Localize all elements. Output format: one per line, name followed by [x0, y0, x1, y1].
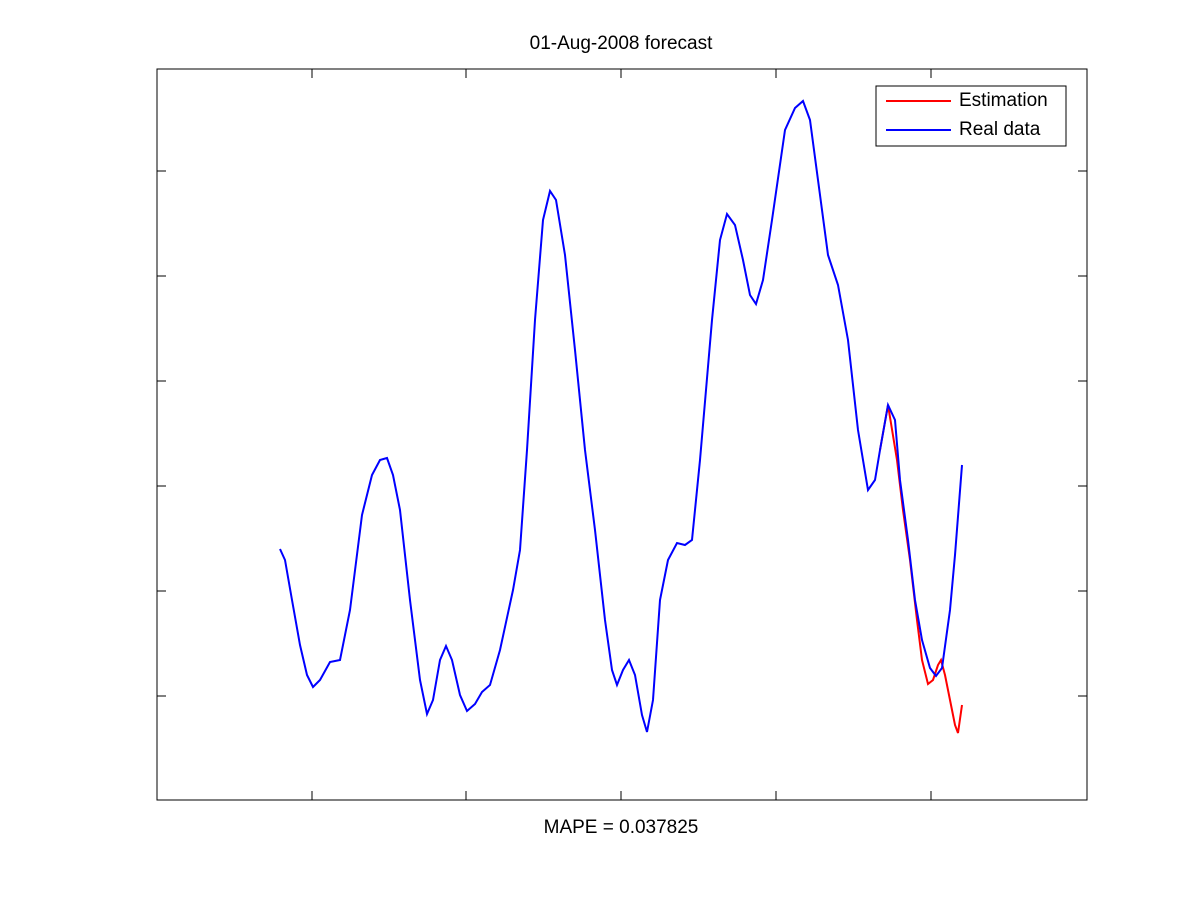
series-line — [279, 99, 963, 733]
chart-title: 01-Aug-2008 forecast — [530, 33, 713, 54]
axes-box — [156, 68, 1088, 801]
legend-label: Real data — [959, 119, 1041, 140]
legend-box — [875, 85, 1067, 147]
legend-label: Estimation — [959, 90, 1048, 111]
x-axis-label: MAPE = 0.037825 — [544, 817, 699, 838]
